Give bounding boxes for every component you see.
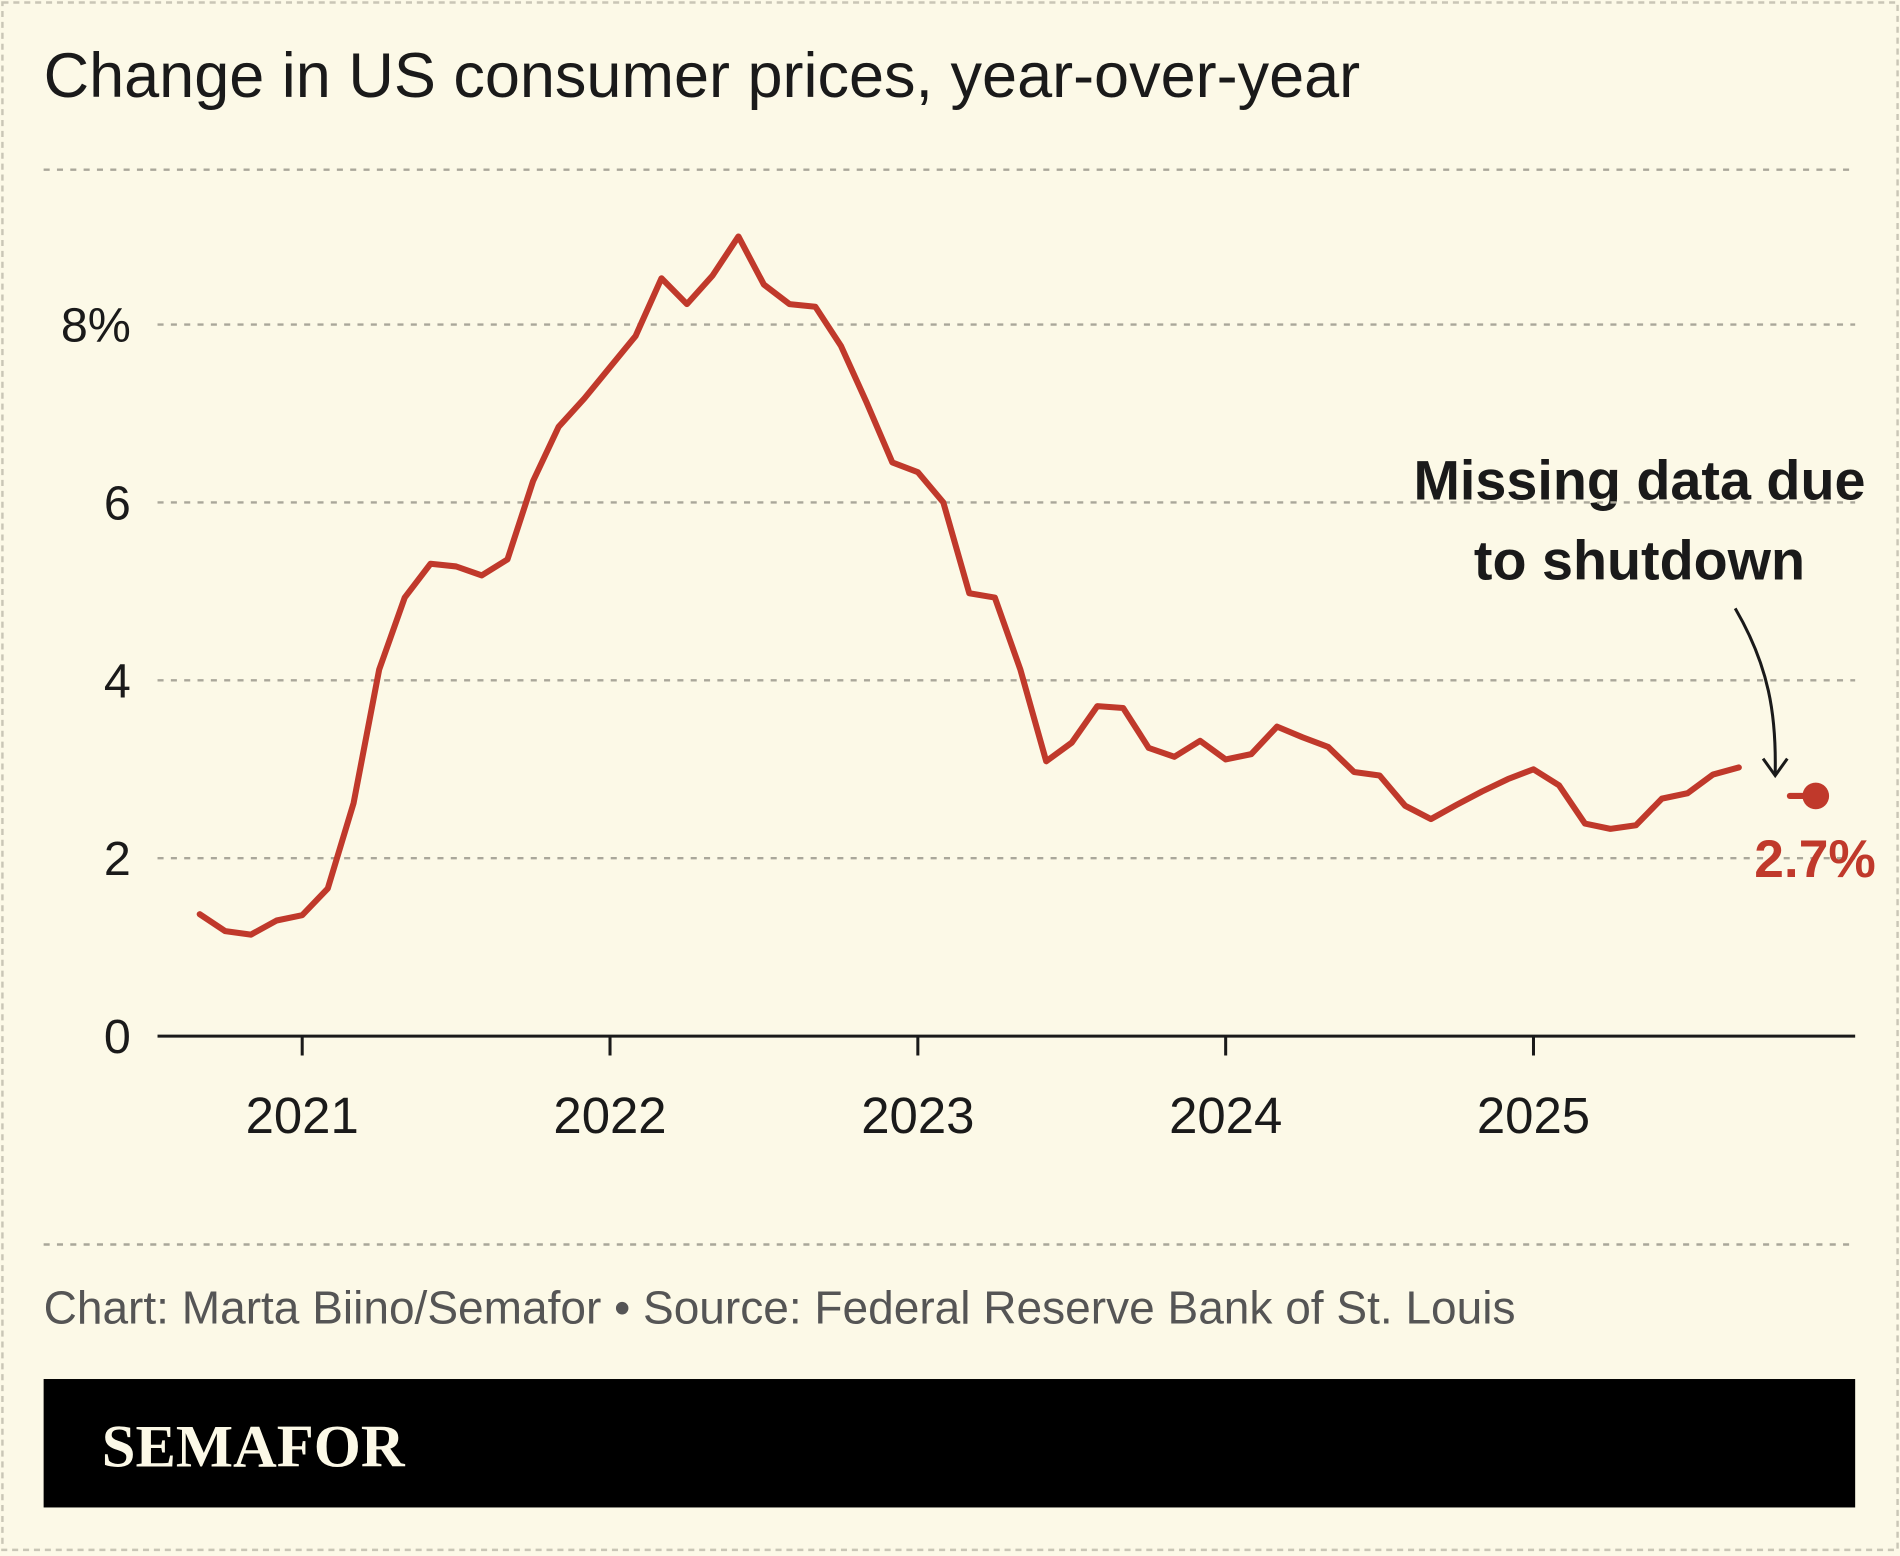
y-tick-label: 8% bbox=[61, 299, 131, 353]
end-point bbox=[1802, 782, 1830, 810]
annotation-arrowhead bbox=[1761, 757, 1789, 779]
x-tick-label: 2023 bbox=[861, 1087, 974, 1144]
y-tick-label: 2 bbox=[104, 832, 131, 886]
chart-title: Change in US consumer prices, year-over-… bbox=[44, 41, 1361, 111]
brand: SEMAFOR bbox=[102, 1413, 406, 1480]
y-tick-label: 4 bbox=[104, 654, 131, 708]
value-label: 2.7% bbox=[1754, 830, 1875, 889]
x-tick-label: 2025 bbox=[1477, 1087, 1590, 1144]
source: Chart: Marta Biino/Semafor • Source: Fed… bbox=[44, 1281, 1516, 1333]
x-tick-label: 2024 bbox=[1169, 1087, 1282, 1144]
x-tick-label: 2022 bbox=[553, 1087, 666, 1144]
y-tick-label: 0 bbox=[104, 1010, 131, 1064]
y-tick-label: 6 bbox=[104, 476, 131, 530]
annotation-arrow bbox=[1733, 607, 1777, 774]
data-line bbox=[196, 233, 1742, 938]
x-tick-label: 2021 bbox=[246, 1087, 359, 1144]
annotation: to shutdown bbox=[1474, 529, 1805, 591]
brand-bar bbox=[43, 1379, 1856, 1508]
annotation: Missing data due bbox=[1413, 449, 1865, 511]
